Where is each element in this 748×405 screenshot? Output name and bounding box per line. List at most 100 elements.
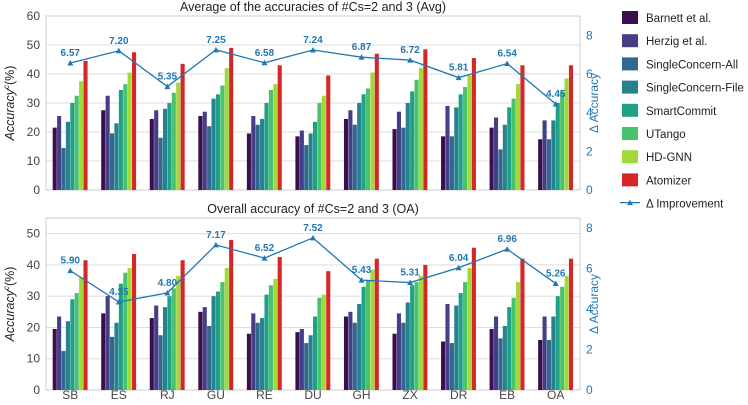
bar (401, 127, 406, 190)
bar (555, 103, 560, 190)
bar (70, 103, 75, 190)
x-tick-label: GU (207, 388, 225, 400)
bar (560, 91, 565, 190)
bar (162, 108, 168, 190)
bar (268, 285, 273, 390)
bar (392, 129, 397, 190)
y-axis-label-unit: (%) (3, 66, 17, 85)
bar (65, 321, 70, 390)
bar (374, 53, 379, 191)
bar (568, 258, 574, 390)
bar (202, 307, 207, 390)
bar (445, 304, 450, 390)
bar (348, 110, 353, 190)
y2-tick-label: 0 (586, 183, 593, 197)
improvement-label: 6.54 (497, 49, 517, 60)
improvement-label: 5.81 (449, 63, 469, 74)
legend-line-marker (627, 199, 633, 206)
improvement-marker (504, 246, 511, 252)
legend-swatch (622, 11, 638, 24)
bar (255, 124, 260, 190)
improvement-line (69, 237, 557, 303)
bar (220, 282, 225, 390)
bar (61, 350, 66, 390)
bar (198, 116, 203, 190)
bar (546, 139, 552, 190)
improvement-label: 7.52 (303, 223, 323, 234)
y2-tick-label: 8 (586, 221, 593, 235)
bar (542, 316, 547, 390)
bar (304, 343, 309, 390)
legend-label: Δ Improvement (646, 199, 724, 211)
bar (180, 63, 185, 190)
bar (229, 239, 234, 390)
y-tick-label: 30 (27, 289, 41, 303)
improvement-label: 7.20 (109, 36, 129, 47)
bar (260, 318, 265, 390)
bar (118, 89, 123, 190)
bar (520, 258, 525, 390)
legend-swatch (622, 150, 638, 164)
bar (127, 72, 132, 190)
improvement-marker (407, 279, 414, 286)
improvement-label: 5.35 (158, 72, 178, 83)
bar (114, 123, 119, 190)
improvement-label: 5.90 (61, 256, 81, 267)
improvement-label: 4.80 (158, 278, 178, 289)
bar (83, 260, 88, 390)
bar (405, 302, 410, 390)
bar (507, 307, 512, 390)
bar (313, 121, 318, 190)
bar (251, 116, 256, 190)
improvement-label: 5.26 (546, 269, 566, 280)
bar (441, 136, 446, 190)
improvement-marker (212, 46, 219, 53)
legend-label: Herzig et al. (646, 36, 707, 48)
y-tick-label: 40 (27, 258, 41, 272)
legend-swatch (622, 173, 638, 187)
improvement-marker (261, 255, 268, 261)
y-axis-label-sup: c (2, 85, 11, 89)
bar (326, 75, 331, 190)
bar (158, 137, 163, 190)
bar (560, 286, 565, 390)
bar (502, 124, 507, 190)
y-tick-label: 20 (27, 125, 41, 139)
bar (520, 65, 525, 190)
bar (401, 322, 406, 390)
bar (418, 275, 423, 390)
x-tick-label: DR (450, 388, 468, 400)
bar (304, 145, 309, 190)
y2-tick-label: 6 (586, 262, 593, 276)
bar (224, 68, 229, 190)
legend-label: UTango (646, 129, 686, 141)
y-axis-label-sup: c (2, 286, 11, 290)
bar (207, 126, 212, 190)
bar (551, 120, 556, 190)
improvement-label: 4.45 (546, 89, 566, 100)
bar (167, 103, 172, 190)
bar (538, 139, 543, 190)
bar (110, 133, 115, 190)
bar (79, 277, 84, 390)
legend-swatch (622, 34, 638, 48)
y-axis-label-main: Accuracy (3, 289, 17, 342)
bar (154, 110, 159, 190)
bar (507, 107, 512, 190)
bar (246, 333, 251, 390)
bar (361, 94, 366, 190)
bar (493, 316, 499, 390)
legend-label: HD-GNN (646, 152, 692, 164)
bar (326, 271, 331, 390)
bar (352, 322, 357, 390)
bar (132, 52, 137, 190)
x-tick-label: OA (547, 388, 564, 400)
bar (132, 253, 137, 390)
bar (546, 339, 552, 390)
bar (180, 260, 185, 390)
bar (211, 296, 216, 390)
bar (224, 268, 229, 390)
bar (414, 79, 419, 190)
y2-tick-label: 2 (586, 144, 593, 158)
improvement-line (70, 49, 557, 105)
